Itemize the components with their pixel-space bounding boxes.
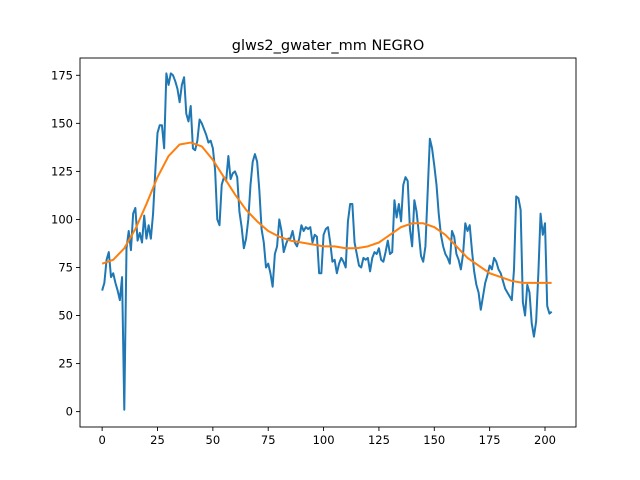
ticks-layer: 0 25 50 75 100 125 150 175 200 0 25 50 75 100 125 150 17… bbox=[51, 68, 556, 447]
y-tick-label: 175 bbox=[51, 68, 73, 82]
x-tick-label: 25 bbox=[150, 433, 165, 447]
y-tick-label: 25 bbox=[58, 357, 73, 371]
x-tick-label: 75 bbox=[261, 433, 276, 447]
series-line-1 bbox=[101, 141, 552, 284]
y-tick-label: 75 bbox=[58, 260, 73, 274]
plot-frame bbox=[79, 57, 577, 428]
x-tick-label: 200 bbox=[534, 433, 556, 447]
series-layer bbox=[101, 72, 553, 411]
chart-title: glws2_gwater_mm NEGRO bbox=[232, 38, 424, 54]
x-tick-label: 150 bbox=[423, 433, 445, 447]
y-tick-label: 100 bbox=[51, 212, 73, 226]
x-tick-label: 125 bbox=[368, 433, 390, 447]
x-tick-label: 175 bbox=[479, 433, 501, 447]
y-tick-label: 50 bbox=[58, 309, 73, 323]
x-tick-label: 50 bbox=[206, 433, 221, 447]
x-tick-label: 0 bbox=[98, 433, 105, 447]
y-tick-label: 150 bbox=[51, 116, 73, 130]
x-tick-label: 100 bbox=[313, 433, 335, 447]
y-tick-label: 0 bbox=[66, 405, 73, 419]
series-line-0 bbox=[101, 72, 553, 411]
y-tick-label: 125 bbox=[51, 164, 73, 178]
